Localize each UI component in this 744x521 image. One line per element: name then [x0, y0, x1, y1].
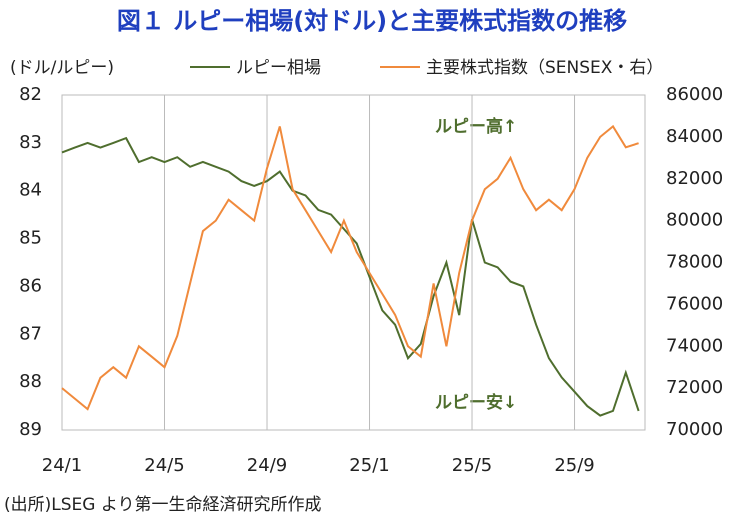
annotation: ルピー安↓	[435, 392, 517, 413]
x-tick-label: 24/5	[144, 455, 184, 476]
y2-tick-label: 78000	[666, 252, 723, 273]
legend-label: 主要株式指数（SENSEX・右）	[426, 58, 663, 78]
y2-tick-label: 82000	[666, 168, 723, 189]
y2-tick-label: 72000	[666, 377, 723, 398]
y2-tick-label: 84000	[666, 126, 723, 147]
y-tick-label: 83	[19, 132, 42, 153]
y2-tick-label: 74000	[666, 335, 723, 356]
x-tick-label: 25/1	[349, 455, 389, 476]
source-note: (出所)LSEG より第一生命経済研究所作成	[4, 495, 322, 515]
y-tick-label: 82	[19, 84, 42, 105]
y-tick-label: 89	[19, 419, 42, 440]
y-tick-label: 86	[19, 275, 42, 296]
y-tick-label: 85	[19, 228, 42, 249]
y-tick-label: 87	[19, 323, 42, 344]
x-tick-label: 25/9	[554, 455, 594, 476]
x-tick-label: 25/5	[452, 455, 492, 476]
annotation: ルピー高↑	[435, 116, 517, 137]
legend-label: ルピー相場	[236, 58, 321, 78]
y2-tick-label: 70000	[666, 419, 723, 440]
y-tick-label: 84	[19, 180, 42, 201]
line	[61, 136, 640, 417]
y-tick-label: 88	[19, 371, 42, 392]
y2-tick-label: 86000	[666, 84, 723, 105]
plot-area	[61, 94, 646, 431]
line	[61, 124, 639, 411]
x-tick-label: 24/9	[247, 455, 287, 476]
y2-tick-label: 80000	[666, 210, 723, 231]
x-tick-label: 24/1	[42, 455, 82, 476]
chart-title: 図１ ルピー相場(対ドル)と主要株式指数の推移	[117, 7, 627, 35]
y2-tick-label: 76000	[666, 293, 723, 314]
y-axis-label: (ドル/ルピー)	[10, 58, 114, 78]
